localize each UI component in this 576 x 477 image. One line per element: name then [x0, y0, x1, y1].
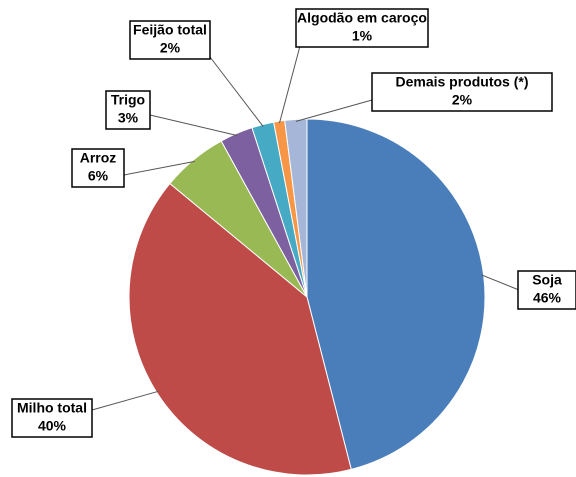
slice-value: 1%: [352, 28, 373, 44]
slice-value: 2%: [452, 92, 473, 108]
slice-label: Feijão total: [133, 22, 207, 38]
pie-slice: [128, 182, 352, 476]
label-box: [371, 72, 553, 112]
leader-line: [209, 56, 264, 127]
leader-line: [149, 114, 238, 136]
slice-value: 3%: [118, 110, 139, 126]
slice-value: 40%: [38, 418, 67, 434]
slice-label: Soja: [532, 272, 562, 288]
slice-value: 6%: [88, 168, 109, 184]
leader-line: [123, 160, 195, 176]
leader-line: [91, 390, 159, 411]
pie-slice: [284, 118, 308, 298]
label-box: [71, 148, 125, 188]
label-box: [517, 270, 576, 310]
label-box: [105, 90, 151, 130]
label-box: [129, 20, 211, 60]
slice-value: 46%: [533, 290, 562, 306]
slice-label: Trigo: [111, 92, 145, 108]
slice-label: Algodão em caroço: [297, 10, 427, 26]
label-box: [295, 8, 429, 48]
pie-slice: [306, 118, 486, 471]
slice-label: Milho total: [17, 400, 87, 416]
slice-value: 2%: [160, 40, 181, 56]
slice-label: Demais produtos (*): [395, 74, 528, 90]
slice-label: Arroz: [80, 150, 117, 166]
leader-line: [278, 45, 301, 124]
label-box: [11, 398, 93, 438]
leader-line: [295, 99, 373, 122]
leader-line: [481, 274, 520, 291]
